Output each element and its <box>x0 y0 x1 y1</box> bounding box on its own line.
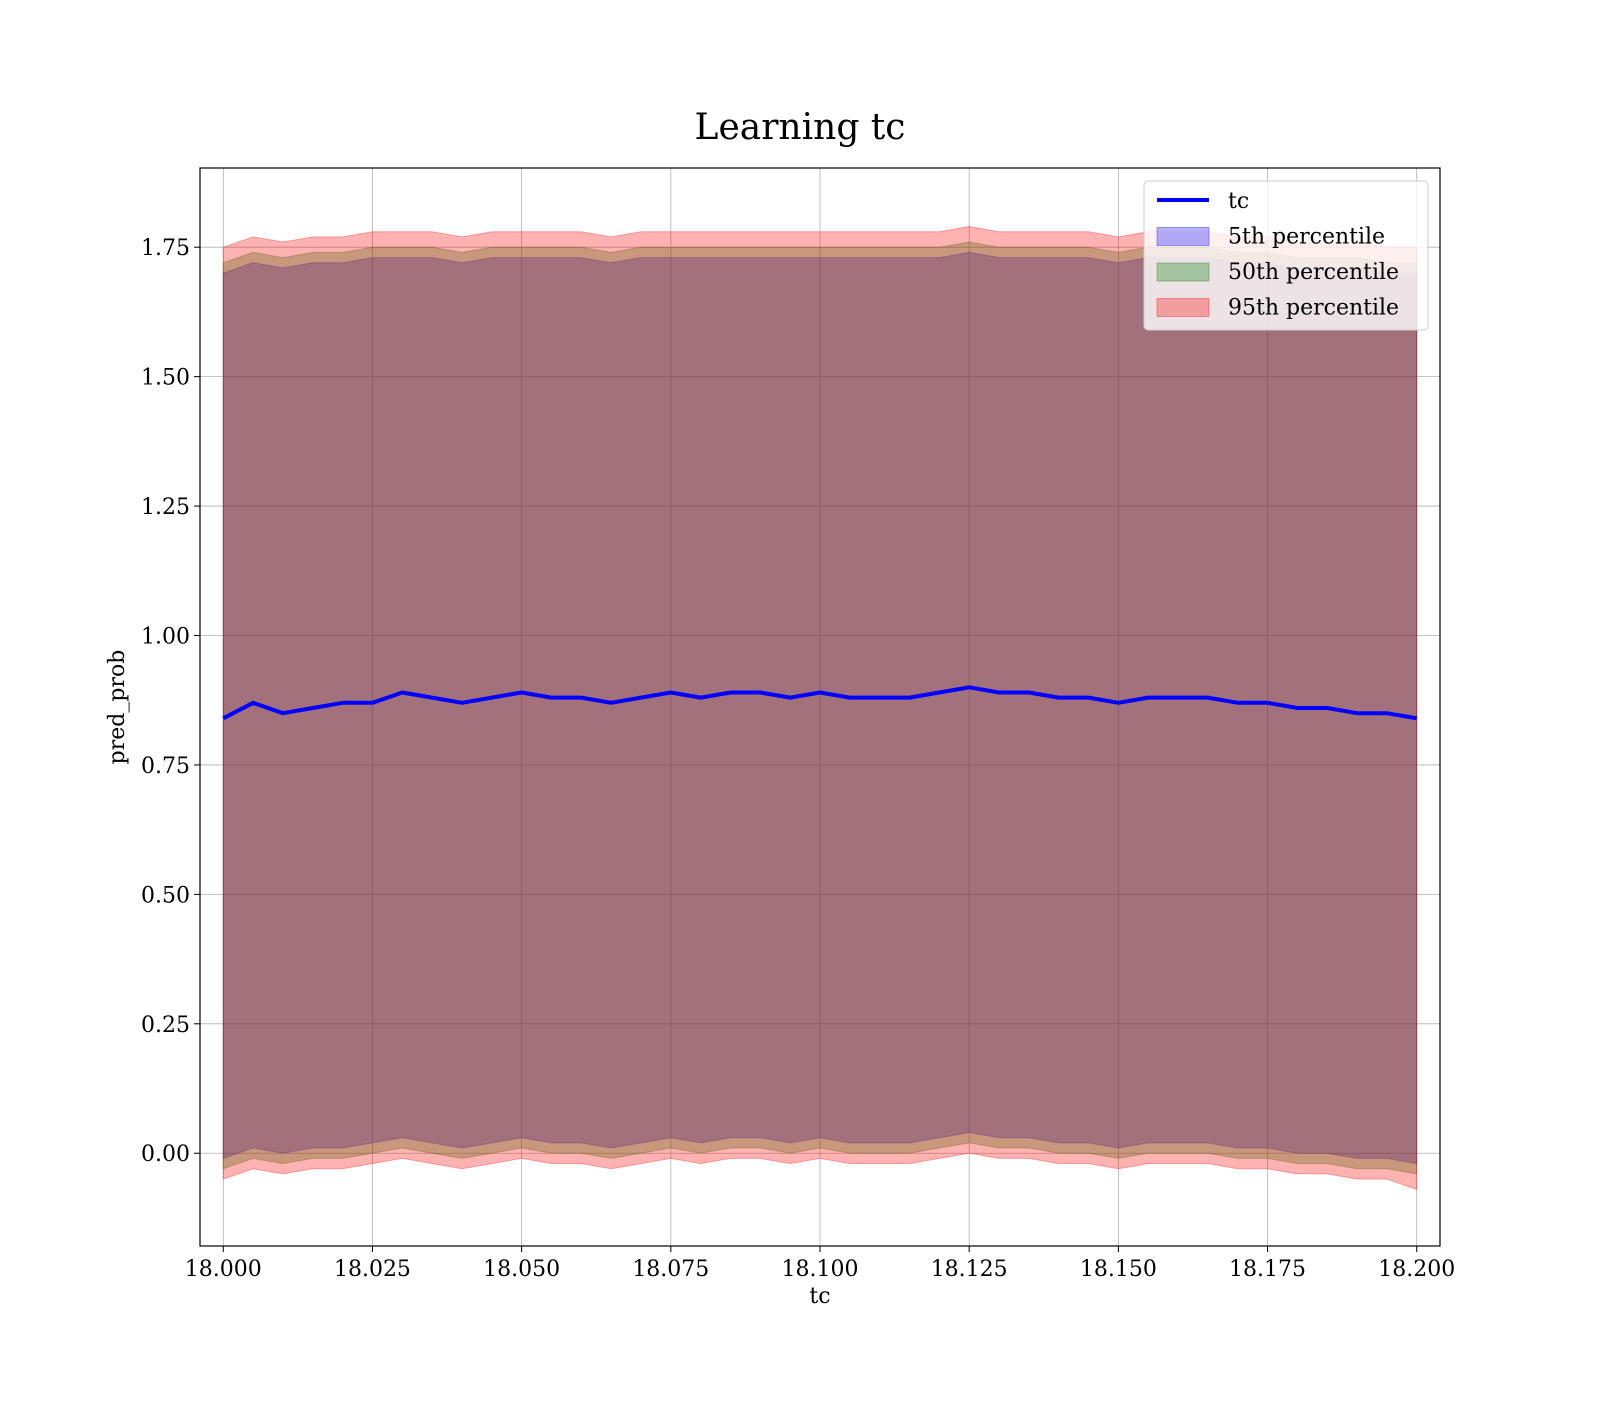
y-tick-label: 0.50 <box>141 883 190 908</box>
x-axis-label: tc <box>809 1284 830 1309</box>
y-tick-label: 1.25 <box>141 495 190 520</box>
grid-lines <box>200 168 1440 1246</box>
x-tick-label: 18.025 <box>334 1257 411 1282</box>
x-tick-label: 18.000 <box>185 1257 262 1282</box>
x-axis-ticks: 18.000 18.025 18.050 18.075 18.100 18.125 18.1… <box>185 1246 1455 1282</box>
legend-swatch <box>1156 298 1210 317</box>
x-tick-label: 18.150 <box>1080 1257 1157 1282</box>
x-tick-label: 18.125 <box>931 1257 1008 1282</box>
legend-box <box>1143 180 1429 331</box>
band-95th-percentile <box>222 225 1418 1191</box>
band-50th-percentile <box>222 241 1418 1175</box>
x-tick-label: 18.175 <box>1229 1257 1306 1282</box>
legend-label: 50th percentile <box>1228 260 1399 285</box>
band-5th-percentile <box>222 251 1418 1165</box>
y-tick-label: 0.75 <box>141 754 190 779</box>
series-lines <box>222 685 1418 721</box>
legend-label: tc <box>1228 189 1249 214</box>
percentile-bands <box>222 225 1418 1191</box>
y-tick-label: 1.50 <box>141 366 190 391</box>
chart-title: Learning tc <box>695 107 906 148</box>
legend-swatch <box>1156 227 1210 246</box>
legend-label: 95th percentile <box>1228 296 1399 321</box>
x-tick-label: 18.100 <box>782 1257 859 1282</box>
x-tick-label: 18.075 <box>632 1257 709 1282</box>
y-axis-label: pred_prob <box>105 650 130 765</box>
y-tick-label: 0.00 <box>141 1142 190 1167</box>
y-tick-label: 0.25 <box>141 1013 190 1038</box>
x-tick-label: 18.050 <box>483 1257 560 1282</box>
legend-swatch <box>1156 262 1210 282</box>
y-tick-label: 1.00 <box>141 625 190 650</box>
y-axis-ticks: 0.00 0.25 0.50 0.75 1.00 1.25 1.50 1.75 <box>141 236 200 1167</box>
x-tick-label: 18.200 <box>1378 1257 1455 1282</box>
legend-label: 5th percentile <box>1228 225 1385 250</box>
line-tc <box>222 685 1418 721</box>
y-tick-label: 1.75 <box>141 236 190 261</box>
legend: tc 5th percentile 50th percentile 95th perc… <box>1143 180 1429 331</box>
